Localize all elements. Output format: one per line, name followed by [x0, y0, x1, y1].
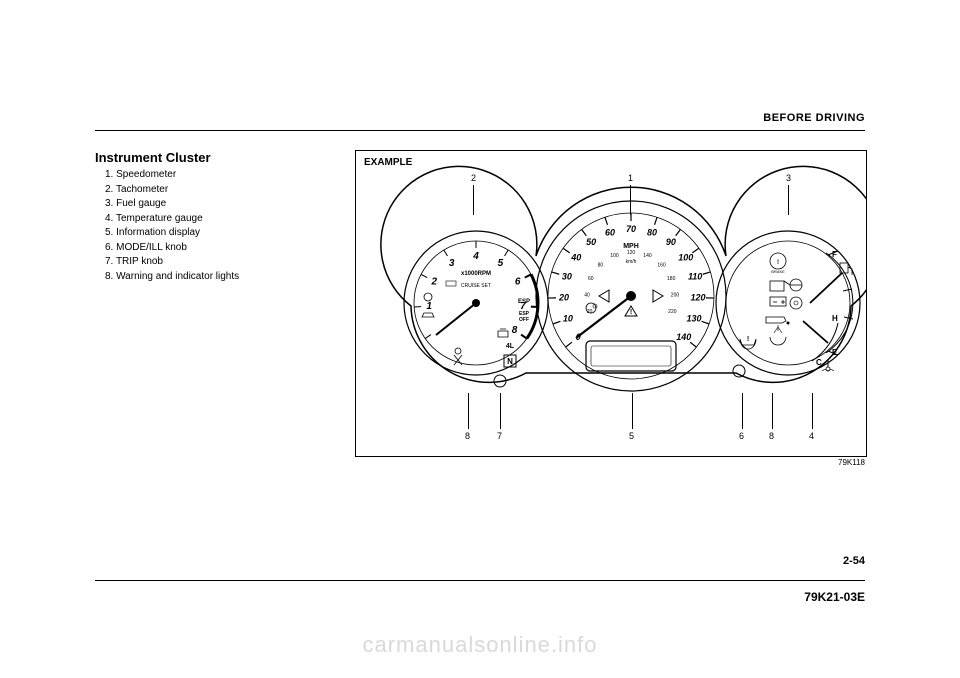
svg-text:60: 60 [588, 276, 594, 282]
svg-text:x1000RPM: x1000RPM [461, 271, 491, 277]
svg-text:8: 8 [512, 325, 518, 336]
svg-text:2: 2 [431, 276, 438, 287]
rule-top [95, 130, 865, 131]
svg-text:!: ! [630, 309, 632, 316]
svg-text:140: 140 [676, 332, 691, 342]
svg-text:110: 110 [688, 272, 702, 282]
legend-item: 7. TRIP knob [105, 255, 239, 270]
svg-text:BRAKE: BRAKE [771, 269, 785, 274]
watermark: carmanualsonline.info [0, 632, 960, 658]
svg-text:km/h: km/h [626, 259, 637, 265]
svg-text:!: ! [747, 336, 749, 343]
svg-text:40: 40 [584, 292, 590, 298]
svg-text:1: 1 [426, 301, 432, 312]
svg-text:3: 3 [449, 258, 455, 269]
instrument-cluster-svg: 12345678 x1000RPM CRUISE SET ESP ESP OFF… [356, 151, 866, 456]
svg-text:120: 120 [690, 293, 705, 303]
svg-text:C: C [816, 358, 822, 367]
legend-item: 2. Tachometer [105, 183, 239, 198]
svg-text:OFF: OFF [519, 317, 529, 323]
svg-text:160: 160 [657, 262, 666, 268]
svg-text:180: 180 [667, 276, 676, 282]
legend-item: 4. Temperature gauge [105, 212, 239, 227]
svg-text:80: 80 [647, 227, 657, 237]
svg-text:N: N [507, 357, 513, 366]
svg-text:130: 130 [687, 314, 702, 324]
svg-text:220: 220 [668, 309, 677, 315]
svg-text:20: 20 [558, 293, 569, 303]
svg-text:120: 120 [627, 250, 636, 256]
svg-text:CRUISE SET: CRUISE SET [461, 283, 491, 289]
legend-list: 1. Speedometer 2. Tachometer 3. Fuel gau… [105, 168, 239, 284]
svg-text:90: 90 [666, 237, 676, 247]
svg-text:MPH: MPH [623, 243, 639, 250]
page-number: 2-54 [843, 555, 865, 567]
svg-text:5: 5 [498, 258, 504, 269]
legend-item: 3. Fuel gauge [105, 197, 239, 212]
svg-text:!: ! [777, 260, 779, 266]
legend-item: 1. Speedometer [105, 168, 239, 183]
svg-text:40: 40 [570, 252, 581, 262]
svg-text:60: 60 [605, 227, 615, 237]
svg-text:100: 100 [610, 253, 619, 259]
svg-text:100: 100 [678, 252, 693, 262]
section-header: BEFORE DRIVING [763, 112, 865, 124]
svg-text:H: H [832, 314, 838, 323]
svg-text:70: 70 [626, 224, 636, 234]
svg-text:80: 80 [598, 262, 604, 268]
figure-box: EXAMPLE 2 1 3 8 7 5 6 8 4 12345678 x1000… [355, 150, 867, 457]
figure-code: 79K118 [355, 458, 865, 467]
svg-text:50: 50 [586, 237, 596, 247]
svg-text:200: 200 [671, 292, 680, 298]
legend-item: 5. Information display [105, 226, 239, 241]
svg-text:30: 30 [562, 272, 572, 282]
doc-code: 79K21-03E [804, 590, 865, 604]
svg-text:4L: 4L [506, 343, 515, 350]
svg-text:4: 4 [472, 251, 479, 262]
svg-text:6: 6 [515, 276, 521, 287]
legend-item: 6. MODE/ILL knob [105, 241, 239, 256]
svg-text:10: 10 [563, 314, 573, 324]
page-title: Instrument Cluster [95, 150, 211, 165]
svg-text:ESP: ESP [518, 299, 530, 305]
svg-text:140: 140 [643, 253, 652, 259]
rule-bottom [95, 580, 865, 581]
legend-item: 8. Warning and indicator lights [105, 270, 239, 285]
